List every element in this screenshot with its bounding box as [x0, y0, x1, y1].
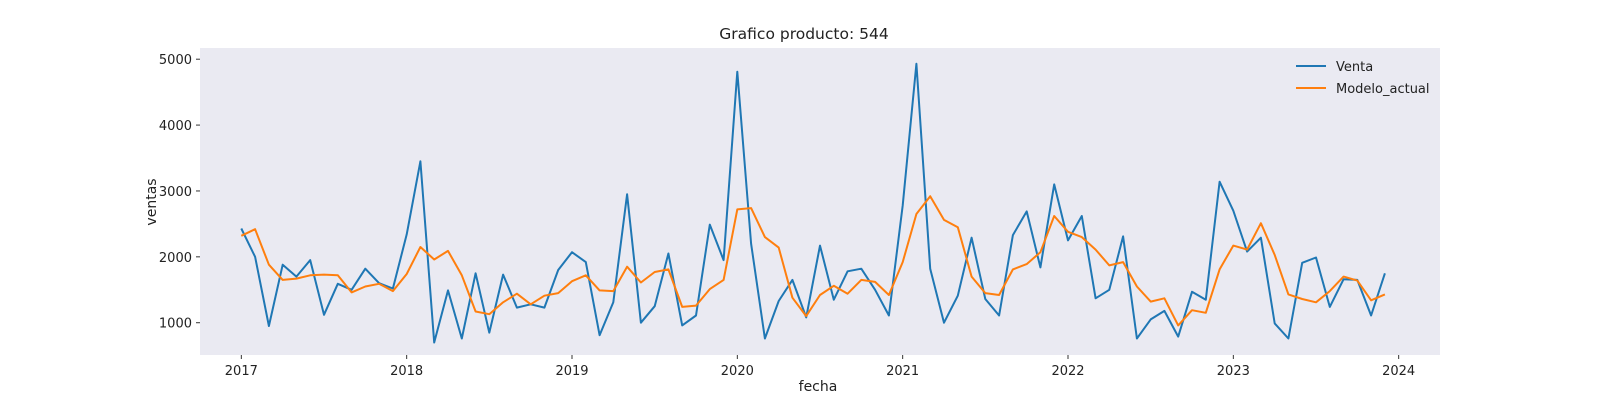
x-tick-label: 2021: [886, 364, 919, 379]
legend: Venta Modelo_actual: [1296, 60, 1430, 97]
x-tick-label: 2018: [390, 364, 423, 379]
x-tick-label: 2017: [225, 364, 258, 379]
x-tick-label: 2019: [555, 364, 588, 379]
y-axis-label: ventas: [144, 178, 160, 225]
y-tick-label: 4000: [159, 119, 192, 134]
x-axis-label: fecha: [799, 379, 838, 395]
x-tick-label: 2020: [721, 364, 754, 379]
series-lines: [240, 62, 1386, 344]
y-axis: 1000 2000 3000 4000 5000: [159, 53, 200, 332]
y-tick-label: 2000: [159, 251, 192, 266]
y-tick-label: 3000: [159, 185, 192, 200]
x-tick-label: 2022: [1051, 364, 1084, 379]
legend-label-modelo: Modelo_actual: [1336, 82, 1430, 97]
x-tick-label: 2023: [1217, 364, 1250, 379]
legend-label-venta: Venta: [1336, 60, 1373, 75]
series-modelo-actual-line: [240, 195, 1386, 327]
x-tick-label: 2024: [1382, 364, 1415, 379]
plot-area: [200, 48, 1440, 355]
chart-title: Grafico producto: 544: [719, 25, 888, 43]
y-tick-label: 5000: [159, 53, 192, 68]
x-axis: 2017 2018 2019 2020 2021 2022 2023 2024: [225, 355, 1415, 379]
series-venta-line: [240, 62, 1386, 344]
y-tick-label: 1000: [159, 317, 192, 332]
